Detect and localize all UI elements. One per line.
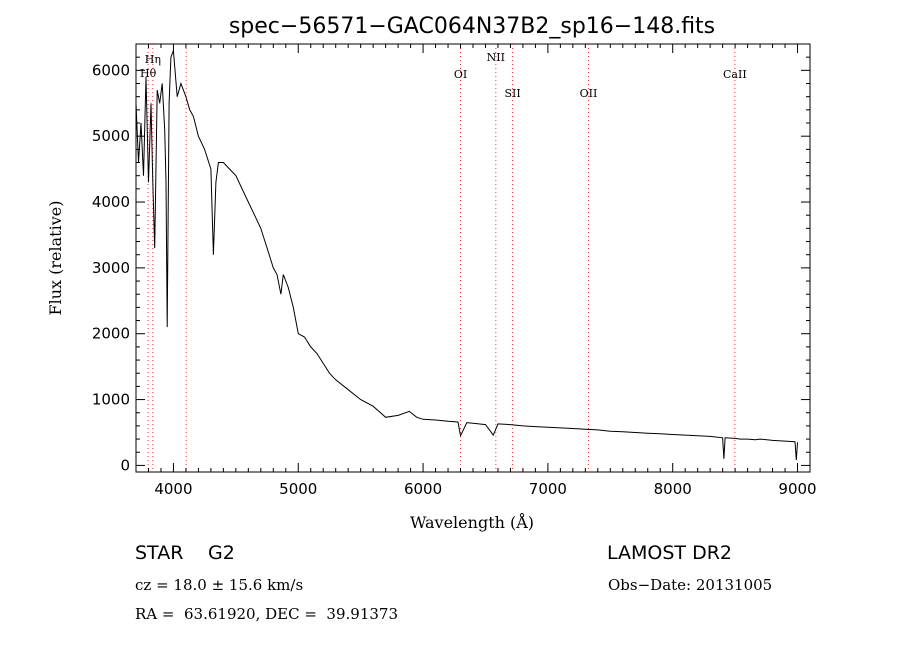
x-tick-label: 8000 bbox=[654, 480, 692, 498]
marker-label: NII bbox=[487, 51, 505, 64]
y-tick-label: 2000 bbox=[92, 325, 130, 343]
marker-label: Hη bbox=[145, 53, 161, 66]
coordinates-text: RA = 63.61920, DEC = 39.91373 bbox=[135, 605, 399, 623]
axis-ticks: 4000 5000 6000 7000 8000 9000 0 1000 2000 3000 400… bbox=[92, 43, 817, 498]
y-tick-label: 3000 bbox=[92, 259, 130, 277]
object-class: STAR bbox=[135, 542, 184, 564]
y-tick-label: 5000 bbox=[92, 127, 130, 145]
x-tick-label: 6000 bbox=[404, 480, 442, 498]
marker-label: SII bbox=[504, 87, 520, 100]
spectrum-line bbox=[135, 50, 798, 461]
obs-date-text: Obs−Date: 20131005 bbox=[608, 576, 773, 594]
y-tick-label: 0 bbox=[120, 456, 130, 474]
marker-label: OII bbox=[580, 87, 598, 100]
y-tick-label: 6000 bbox=[92, 61, 130, 79]
y-tick-label: 4000 bbox=[92, 193, 130, 211]
marker-label: CaII bbox=[723, 68, 747, 81]
x-axis-label: Wavelength (Å) bbox=[410, 512, 534, 532]
subclass: G2 bbox=[208, 542, 235, 564]
marker-label: OI bbox=[454, 68, 467, 81]
chart-title: spec−56571−GAC064N37B2_sp16−148.fits bbox=[229, 14, 715, 39]
marker-label: Hθ bbox=[140, 67, 157, 80]
x-tick-label: 7000 bbox=[529, 480, 567, 498]
x-tick-label: 4000 bbox=[154, 480, 192, 498]
x-tick-label: 9000 bbox=[778, 480, 816, 498]
y-axis-label: Flux (relative) bbox=[46, 201, 65, 316]
plot-frame bbox=[135, 43, 811, 473]
x-tick-label: 5000 bbox=[279, 480, 317, 498]
y-tick-label: 1000 bbox=[92, 391, 130, 409]
redshift-text: cz = 18.0 ± 15.6 km/s bbox=[135, 576, 304, 594]
survey-name: LAMOST DR2 bbox=[607, 542, 732, 564]
